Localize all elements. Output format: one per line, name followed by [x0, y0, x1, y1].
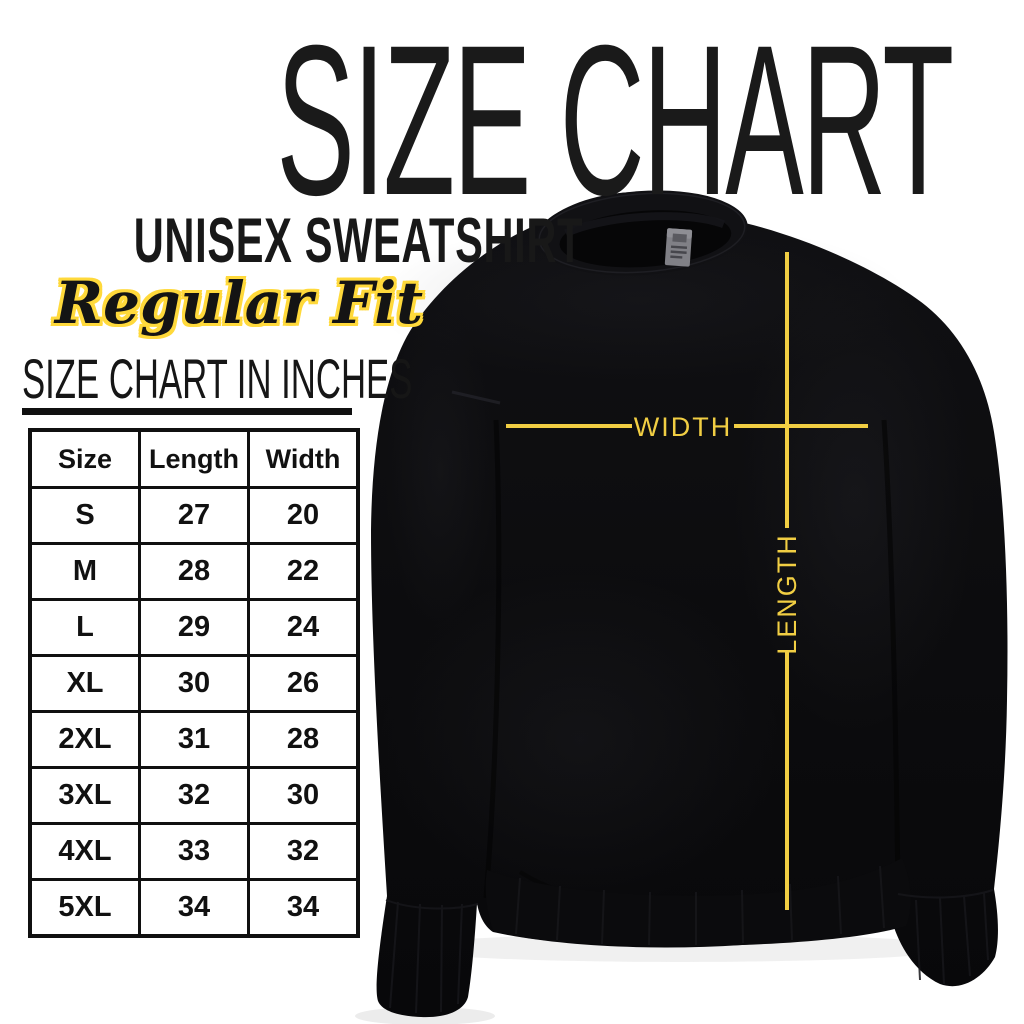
column-header-width: Width: [247, 428, 360, 489]
table-row: 3XL 32 30: [28, 766, 360, 825]
width-cell: 30: [247, 766, 360, 825]
table-row: 2XL 31 28: [28, 710, 360, 769]
width-measure-label: WIDTH: [634, 412, 732, 442]
hem-ribbing: [515, 865, 885, 946]
table-heading-underline: SIZE CHART IN INCHES: [22, 350, 412, 416]
ground-shadow: [400, 934, 960, 962]
length-measure-label: LENGTH: [772, 533, 802, 655]
length-cell: 33: [138, 822, 250, 881]
length-cell: 27: [138, 486, 250, 545]
shoulder-seam: [451, 390, 501, 405]
measurement-lines: [506, 252, 868, 910]
column-header-length: Length: [138, 428, 250, 489]
size-cell: S: [28, 486, 141, 545]
width-cell: 26: [247, 654, 360, 713]
hem-band: [485, 858, 911, 947]
width-cell: 32: [247, 822, 360, 881]
left-cuff-ribbing: [385, 899, 479, 1014]
fabric-sheen: [385, 310, 495, 630]
table-row: XL 30 26: [28, 654, 360, 713]
size-cell: XL: [28, 654, 141, 713]
size-cell: M: [28, 542, 141, 601]
length-cell: 29: [138, 598, 250, 657]
size-table: Size Length Width S 27 20 M 28 22 L 29 24 XL 30 26 2XL…: [28, 428, 360, 938]
size-cell: 5XL: [28, 878, 141, 938]
page-title: SIZE CHART: [276, 1, 954, 240]
width-cell: 20: [247, 486, 360, 545]
width-cell: 28: [247, 710, 360, 769]
sleeve-crease: [483, 419, 502, 899]
column-header-size: Size: [28, 428, 141, 489]
table-row: 5XL 34 34: [28, 878, 360, 938]
width-cell: 34: [247, 878, 360, 938]
collar-brand-tag: [664, 228, 693, 267]
size-table-body: S 27 20 M 28 22 L 29 24 XL 30 26 2XL 31 28 3XL 32 30 4XL 33…: [28, 486, 360, 938]
length-cell: 31: [138, 710, 250, 769]
sleeve-crease: [881, 419, 901, 891]
table-row: M 28 22: [28, 542, 360, 601]
header: SIZE CHART: [0, 14, 1024, 228]
table-row: 4XL 33 32: [28, 822, 360, 881]
length-cell: 32: [138, 766, 250, 825]
table-row: S 27 20: [28, 486, 360, 545]
table-row: L 29 24: [28, 598, 360, 657]
length-cell: 28: [138, 542, 250, 601]
size-cell: 3XL: [28, 766, 141, 825]
size-table-header: Size Length Width: [28, 428, 360, 489]
product-fit: Regular Fit: [54, 269, 424, 337]
size-cell: 2XL: [28, 710, 141, 769]
right-cuff-ribbing: [897, 889, 994, 985]
fabric-sheen: [380, 570, 780, 910]
size-cell: 4XL: [28, 822, 141, 881]
width-cell: 22: [247, 542, 360, 601]
product-block: UNISEX SWEATSHIRT Regular Fit: [18, 210, 583, 337]
length-cell: 30: [138, 654, 250, 713]
width-cell: 24: [247, 598, 360, 657]
size-cell: L: [28, 598, 141, 657]
fabric-sheen: [735, 270, 975, 730]
product-name: UNISEX SWEATSHIRT: [133, 206, 584, 276]
table-heading: SIZE CHART IN INCHES: [22, 347, 413, 410]
length-cell: 34: [138, 878, 250, 938]
header-row: Size Length Width: [28, 428, 360, 489]
